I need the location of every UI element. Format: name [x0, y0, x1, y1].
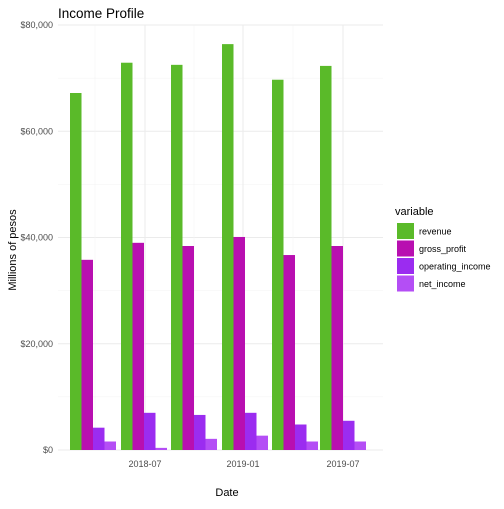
legend-label-net_income: net_income — [419, 279, 466, 289]
y-tick-label: $60,000 — [20, 126, 53, 136]
bar-operating_income-2019-03 — [295, 424, 307, 450]
y-tick-label: $40,000 — [20, 233, 53, 243]
bar-operating_income-2019-06 — [343, 420, 355, 450]
y-tick-label: $20,000 — [20, 339, 53, 349]
bar-operating_income-2018-06 — [144, 412, 156, 450]
bar-operating_income-2018-03 — [93, 427, 105, 450]
bar-gross_profit-2018-09 — [182, 246, 194, 450]
bar-revenue-2019-03 — [272, 79, 284, 450]
bar-revenue-2018-03 — [70, 93, 82, 450]
legend-title: variable — [395, 206, 434, 218]
bar-operating_income-2018-12 — [245, 412, 257, 450]
bar-gross_profit-2018-12 — [233, 236, 245, 450]
bar-gross_profit-2019-03 — [283, 255, 295, 450]
bar-revenue-2018-09 — [171, 64, 183, 450]
legend-key-gross_profit — [397, 240, 414, 257]
bar-revenue-2018-12 — [222, 44, 234, 450]
legend-label-revenue: revenue — [419, 227, 452, 237]
bar-net_income-2018-09 — [205, 438, 217, 450]
x-axis-title: Date — [215, 487, 238, 499]
bar-gross_profit-2019-06 — [331, 246, 343, 450]
legend-key-net_income — [397, 275, 414, 292]
x-tick-label: 2018-07 — [128, 459, 161, 469]
bars — [70, 44, 366, 450]
y-axis-title: Millions of pesos — [7, 209, 19, 291]
bar-gross_profit-2018-06 — [132, 242, 144, 450]
bar-net_income-2018-12 — [256, 435, 268, 450]
bar-net_income-2019-06 — [354, 441, 366, 450]
legend-label-gross_profit: gross_profit — [419, 244, 467, 254]
bar-net_income-2018-06 — [155, 447, 167, 450]
bar-gross_profit-2018-03 — [81, 259, 93, 450]
x-axis-ticks: 2018-07 2019-01 2019-07 — [128, 459, 359, 469]
bar-net_income-2018-03 — [104, 441, 116, 450]
legend: variable revenue gross_profit operating_in… — [395, 206, 491, 292]
bar-operating_income-2018-09 — [194, 414, 206, 450]
y-tick-label: $80,000 — [20, 20, 53, 30]
bar-revenue-2018-06 — [121, 62, 133, 450]
legend-key-operating_income — [397, 258, 414, 274]
y-tick-label: $0 — [43, 445, 53, 455]
legend-label-operating_income: operating_income — [419, 262, 491, 272]
x-tick-label: 2019-01 — [226, 459, 259, 469]
y-axis-ticks: $0 $20,000 $40,000 $60,000 $80,000 — [20, 20, 53, 455]
legend-key-revenue — [397, 223, 414, 239]
bar-net_income-2019-03 — [306, 441, 318, 450]
x-tick-label: 2019-07 — [326, 459, 359, 469]
bar-revenue-2019-06 — [320, 65, 332, 450]
chart-title: Income Profile — [58, 6, 144, 21]
